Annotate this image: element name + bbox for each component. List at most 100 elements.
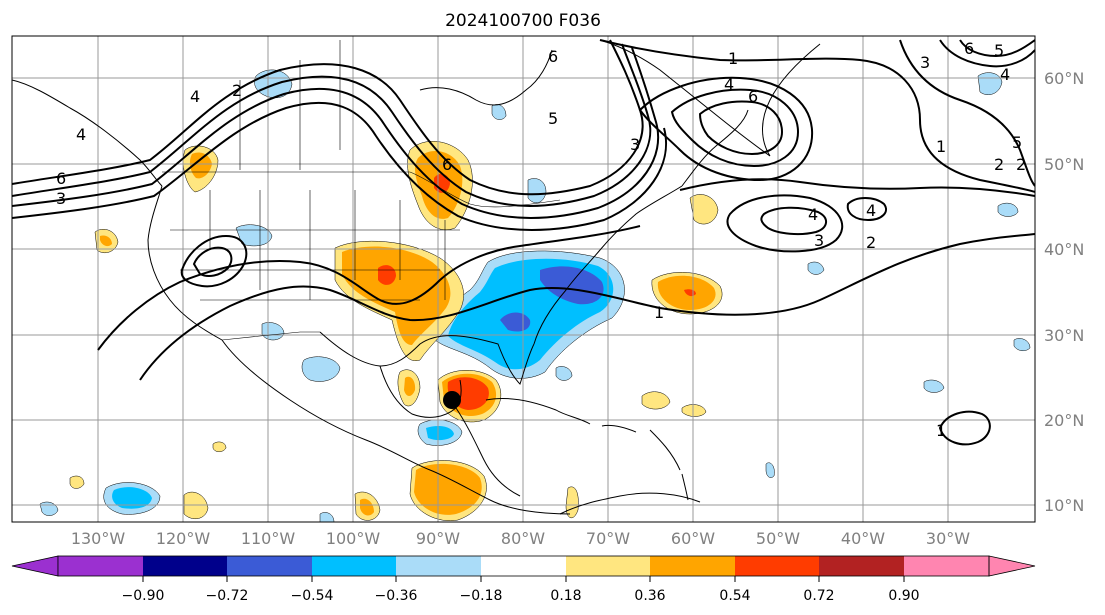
shade-blue-17 — [1013, 338, 1031, 351]
coast-hudson — [419, 49, 553, 106]
lon-label: 90°W — [416, 529, 460, 548]
contour-label: 4 — [76, 125, 86, 144]
shade-patch-4 — [641, 391, 671, 410]
coast-atlantic-us — [533, 185, 683, 345]
contour-label: 3 — [920, 53, 930, 72]
contour-label: 6 — [748, 87, 758, 106]
contour-atlantic-low-2 — [670, 88, 800, 168]
colorbar-bin — [650, 556, 735, 576]
lat-label: 60°N — [1044, 69, 1084, 88]
shade-blue-9 — [923, 379, 945, 393]
shade-patch-2b — [100, 235, 112, 247]
colorbar-tick-label: −0.54 — [291, 588, 334, 604]
contour-loop-mid-1 — [726, 194, 844, 253]
contour-western-ridge-2 — [12, 43, 652, 207]
map-frame — [11, 35, 1036, 523]
colorbar-tick-label: −0.18 — [460, 588, 503, 604]
colorbar-tick-label: −0.36 — [375, 588, 418, 604]
colorbar-bin — [58, 556, 143, 576]
contour-western-ridge-4 — [12, 101, 667, 231]
colorbar-bin — [819, 556, 904, 576]
shade-blue-2b — [112, 487, 152, 509]
colorbar-bin — [312, 556, 396, 576]
shade-southeast-dark — [540, 266, 604, 305]
lon-label: 120°W — [156, 529, 211, 548]
shade-patch-3 — [689, 194, 719, 225]
lon-label: 70°W — [586, 529, 630, 548]
contour-label: 1 — [654, 303, 664, 322]
contour-label: 1 — [936, 137, 946, 156]
contour-loop-mid-3 — [846, 197, 887, 222]
shade-patch-8b — [360, 498, 374, 516]
colorbar-tick-labels: −0.90 −0.72 −0.54 −0.36 −0.18 0.18 0.36 … — [122, 588, 920, 604]
lon-label: 130°W — [71, 529, 126, 548]
lat-label: 40°N — [1044, 240, 1084, 259]
lat-label: 10°N — [1044, 496, 1084, 515]
contour-southern — [139, 233, 1035, 381]
coast-yucatan — [379, 365, 462, 418]
contour-label: 3 — [630, 135, 640, 154]
lon-label: 60°W — [671, 529, 715, 548]
longitude-labels: 130°W 120°W 110°W 100°W 90°W 80°W 70°W 6… — [71, 529, 970, 548]
lat-label: 30°N — [1044, 326, 1084, 345]
contour-label: 6 — [442, 155, 452, 174]
contour-label: 6 — [56, 169, 66, 188]
contour-label: 2 — [994, 155, 1004, 174]
colorbar-tick-label: −0.90 — [122, 588, 165, 604]
coast-greenland — [599, 39, 821, 157]
lon-label: 30°W — [926, 529, 970, 548]
shade-blue-4b — [426, 426, 454, 441]
shade-blue-8 — [997, 202, 1019, 217]
contour-label: 2 — [866, 233, 876, 252]
contour-label: 1 — [936, 421, 946, 440]
shade-blue-16 — [555, 366, 573, 381]
contour-label: 4 — [724, 75, 734, 94]
colorbar: −0.90 −0.72 −0.54 −0.36 −0.18 0.18 0.36 … — [11, 555, 1036, 604]
colorbar-extend-high — [988, 555, 1036, 577]
colorbar-bin — [904, 556, 989, 576]
coast-gulf — [319, 331, 535, 385]
lon-label: 50°W — [756, 529, 800, 548]
contour-label: 5 — [994, 41, 1004, 60]
contour-ne-1 — [899, 39, 1035, 187]
shade-blue-3 — [301, 356, 341, 382]
coast-hispaniola — [601, 425, 637, 433]
borders — [162, 40, 561, 341]
border-us-mexico — [221, 331, 320, 341]
contour-label: 3 — [56, 189, 66, 208]
colorbar-bin — [396, 556, 481, 576]
contour-label: 2 — [1016, 155, 1026, 174]
coast-canada-east — [681, 109, 749, 187]
contour-label: 3 — [814, 231, 824, 250]
border-states-2 — [170, 229, 460, 301]
contour-label: 6 — [548, 47, 558, 66]
colorbar-bin — [735, 556, 819, 576]
contour-loop-2 — [192, 246, 233, 277]
contour-western-ridge-1 — [12, 39, 644, 196]
lon-label: 40°W — [841, 529, 885, 548]
shade-blue-13 — [807, 261, 825, 275]
shade-patch-6b — [404, 376, 416, 396]
lat-label: 50°N — [1044, 155, 1084, 174]
colorbar-bin — [566, 556, 650, 576]
colorbar-tick-label: 0.54 — [719, 588, 750, 604]
shade-patch-11 — [565, 486, 579, 518]
contour-label: 4 — [808, 205, 818, 224]
contour-western-ridge-3 — [12, 47, 660, 219]
coast-central-am — [455, 407, 521, 497]
latitude-labels: 60°N 50°N 40°N 30°N 20°N 10°N — [1044, 69, 1084, 515]
colorbar-tick-label: −0.72 — [206, 588, 249, 604]
storm-position-marker — [443, 391, 461, 409]
contour-ne-2 — [939, 39, 1035, 68]
lon-label: 80°W — [501, 529, 545, 548]
shade-blue-14 — [765, 462, 775, 478]
coast-islands — [649, 429, 689, 501]
contour-trough-base — [97, 225, 641, 351]
contour-east-loop — [938, 410, 991, 446]
colorbar-extend-low — [11, 555, 59, 577]
shade-blue-15 — [319, 512, 335, 522]
lon-label: 110°W — [241, 529, 296, 548]
shade-patch-5 — [681, 404, 707, 417]
contour-atlantic-low-3 — [698, 100, 784, 156]
colorbar-bin — [481, 556, 566, 576]
